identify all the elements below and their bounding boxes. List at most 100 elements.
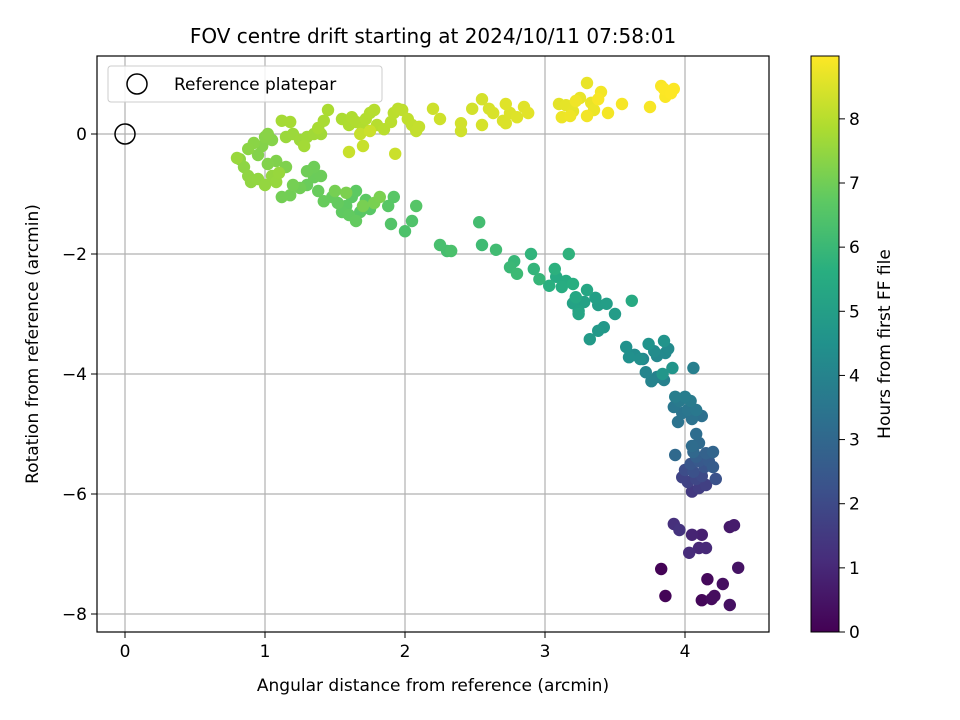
data-point <box>580 283 594 297</box>
data-point <box>261 157 274 171</box>
data-point <box>340 186 353 199</box>
colorbar-tick-label: 7 <box>849 174 860 194</box>
data-point <box>475 118 489 132</box>
data-point <box>412 120 426 133</box>
data-point <box>475 93 489 106</box>
colorbar-tick-label: 5 <box>849 302 860 322</box>
data-point <box>669 390 682 403</box>
data-point <box>433 112 447 126</box>
data-point <box>601 106 615 120</box>
colorbar-tick-label: 2 <box>849 495 860 515</box>
y-axis-label: Rotation from reference (arcmin) <box>23 204 43 484</box>
data-point <box>706 460 720 474</box>
data-point <box>382 199 395 213</box>
data-point <box>642 337 655 351</box>
data-point <box>286 178 300 192</box>
data-point <box>445 244 458 258</box>
data-point <box>489 243 503 256</box>
data-point <box>589 291 602 304</box>
data-point <box>695 528 708 541</box>
data-point <box>317 195 330 208</box>
data-point <box>727 519 741 532</box>
x-tick-label: 2 <box>400 642 411 662</box>
data-point <box>272 166 286 180</box>
data-point <box>499 97 512 111</box>
colorbar-tick-label: 6 <box>849 238 860 258</box>
data-point <box>657 334 671 348</box>
x-tick-label: 3 <box>540 642 551 662</box>
data-point <box>398 225 412 238</box>
data-point <box>580 76 594 90</box>
y-tick-label: −6 <box>62 485 87 505</box>
data-point <box>600 297 613 310</box>
data-point <box>387 190 400 204</box>
data-point <box>564 109 577 123</box>
data-point <box>522 106 535 120</box>
data-point <box>690 427 703 441</box>
data-point <box>562 247 575 261</box>
data-point <box>706 445 720 459</box>
data-point <box>655 562 668 576</box>
data-point <box>298 139 311 153</box>
data-point <box>466 102 479 116</box>
data-point <box>373 190 386 204</box>
data-point <box>666 361 679 375</box>
data-point <box>643 100 657 114</box>
data-point <box>405 214 419 228</box>
y-axis-ticks: 0 −2 −4 −6 −8 <box>62 125 97 625</box>
data-point <box>328 184 342 198</box>
data-point <box>356 139 370 153</box>
colorbar-tick-label: 8 <box>849 110 860 130</box>
data-point <box>569 94 582 108</box>
data-point <box>639 366 652 379</box>
data-point <box>569 291 582 304</box>
data-point <box>284 115 297 129</box>
data-point <box>410 199 423 213</box>
data-point <box>349 184 363 198</box>
data-point <box>592 324 605 337</box>
x-axis-ticks: 0 1 2 3 4 <box>120 632 691 662</box>
data-point <box>433 238 447 252</box>
data-point <box>683 546 696 559</box>
data-point <box>475 238 489 252</box>
y-tick-label: −2 <box>62 245 87 265</box>
colorbar-gradient <box>810 55 840 633</box>
data-point <box>608 307 622 321</box>
data-point <box>548 262 561 276</box>
data-point <box>368 103 381 117</box>
data-point <box>510 267 524 280</box>
data-point <box>363 124 377 138</box>
data-point <box>572 307 585 321</box>
data-point <box>314 169 328 183</box>
data-point <box>709 472 722 486</box>
x-tick-label: 4 <box>680 642 691 662</box>
legend-label-reference: Reference platepar <box>174 75 336 95</box>
colorbar-label: Hours from first FF file <box>875 249 895 439</box>
data-point <box>673 523 686 537</box>
data-point <box>300 165 314 178</box>
data-point <box>615 97 629 111</box>
data-point <box>242 142 255 156</box>
x-axis-label: Angular distance from reference (arcmin) <box>257 676 609 696</box>
legend-marker-reference <box>126 73 148 95</box>
data-point <box>625 294 638 307</box>
data-point <box>275 190 288 204</box>
legend: Reference platepar <box>107 65 383 103</box>
data-point <box>389 147 402 160</box>
data-point <box>634 352 647 366</box>
reference-platepar-marker <box>114 123 136 145</box>
x-tick-label: 1 <box>260 642 271 662</box>
data-point <box>354 127 367 141</box>
data-point <box>342 145 356 159</box>
data-point <box>716 577 729 591</box>
data-point <box>645 375 658 388</box>
colorbar-ticks: 0 1 2 3 4 5 6 7 8 <box>839 110 860 643</box>
data-point <box>678 390 692 403</box>
data-point <box>669 448 682 462</box>
data-point <box>499 117 512 130</box>
y-tick-label: −8 <box>62 605 87 625</box>
data-point <box>690 403 703 417</box>
data-point <box>659 589 672 603</box>
data-point <box>349 214 363 228</box>
data-point <box>620 340 633 354</box>
